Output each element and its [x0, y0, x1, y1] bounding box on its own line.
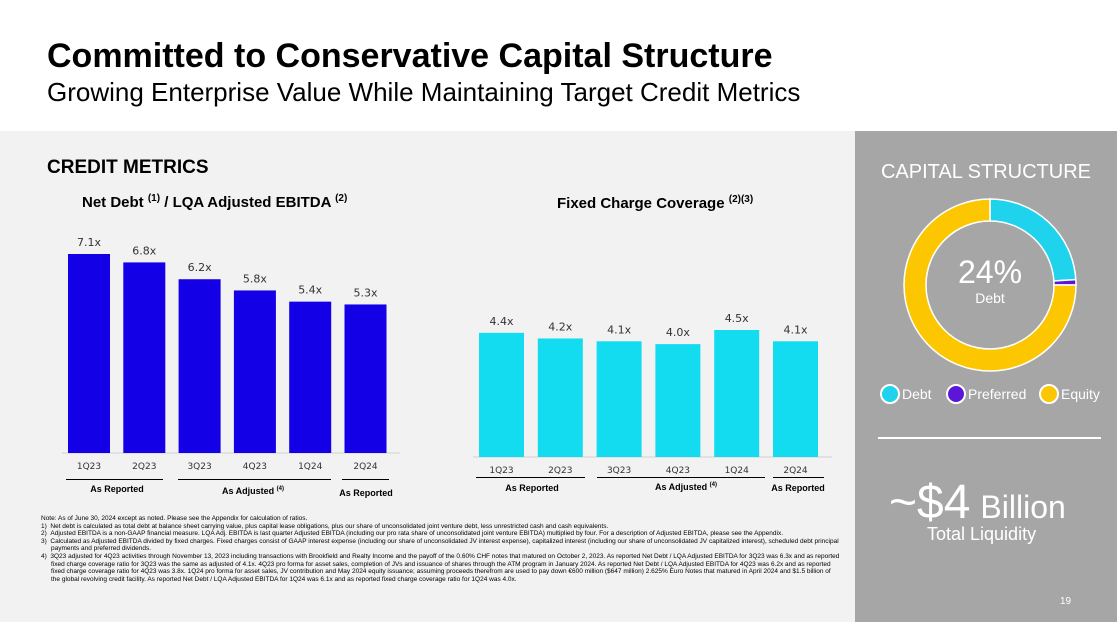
- fcc-title-text: Fixed Charge Coverage: [557, 195, 729, 212]
- legend-label: Equity: [1061, 386, 1100, 402]
- data-label: 5.3x: [353, 286, 377, 299]
- group-underline: [178, 479, 331, 480]
- group-underline: [773, 477, 824, 478]
- liquidity-amount: ~$4 Billion: [889, 475, 1066, 530]
- group-label-as-reported: As Reported: [90, 484, 144, 494]
- tick-label: 1Q23: [489, 466, 513, 476]
- bar: [714, 330, 760, 457]
- tick-label: 1Q24: [298, 462, 323, 472]
- data-label: 6.2x: [188, 261, 212, 274]
- page-subtitle: Growing Enterprise Value While Maintaini…: [47, 77, 801, 107]
- footnote-2-3: (2)(3): [728, 194, 754, 205]
- bar: [68, 254, 110, 453]
- liquidity-value: ~$4: [889, 476, 971, 529]
- note-line: 4) 3Q23 adjusted for 4Q23 activities thr…: [41, 552, 840, 583]
- data-label: 6.8x: [132, 244, 156, 257]
- net-debt-title-text: Net Debt: [82, 194, 148, 211]
- net-debt-chart-title: Net Debt (1) / LQA Adjusted EBITDA (2): [82, 193, 347, 211]
- tick-label: 3Q23: [607, 466, 631, 476]
- as-adjusted-text: As Adjusted: [654, 482, 710, 492]
- debt-swatch: [880, 384, 900, 404]
- note-line: Note: As of June 30, 2024 except as note…: [41, 515, 308, 522]
- net-debt-title-mid: / LQA Adjusted EBITDA: [160, 194, 336, 211]
- fcc-chart-title: Fixed Charge Coverage (2)(3): [557, 194, 753, 212]
- bar: [655, 344, 701, 457]
- group-underline: [66, 479, 163, 480]
- capital-structure-title: CAPITAL STRUCTURE: [880, 161, 1092, 183]
- data-label: 4.5x: [725, 312, 749, 325]
- capital-structure-donut: 24%Debt: [903, 198, 1077, 372]
- group-underline: [476, 477, 585, 478]
- page-title: Committed to Conservative Capital Struct…: [47, 37, 773, 75]
- data-label: 4.4x: [489, 315, 513, 328]
- data-label: 4.1x: [607, 323, 631, 336]
- tick-label: 1Q23: [77, 462, 101, 472]
- footnote-4: (4): [709, 482, 718, 488]
- group-label-as-reported: As Reported: [339, 488, 393, 498]
- donut-slice-equity: [903, 198, 1077, 372]
- group-label-as-reported: As Reported: [505, 483, 559, 493]
- tick-label: 1Q24: [725, 466, 750, 476]
- divider: [878, 437, 1101, 439]
- bar: [344, 304, 387, 453]
- footnote-2: (2): [335, 193, 348, 204]
- legend-item-preferred: Preferred: [946, 384, 1026, 404]
- liquidity-label: Total Liquidity: [927, 524, 1037, 544]
- credit-metrics-title: CREDIT METRICS: [47, 157, 209, 178]
- data-label: 5.4x: [298, 284, 322, 297]
- liquidity-unit: Billion: [980, 489, 1066, 525]
- bar: [773, 341, 818, 457]
- page-number: 19: [1060, 596, 1072, 607]
- bar: [289, 301, 332, 453]
- tick-label: 3Q23: [187, 462, 211, 472]
- as-adjusted-text: As Adjusted: [221, 486, 277, 496]
- tick-label: 2Q24: [783, 466, 808, 476]
- data-label: 4.2x: [548, 320, 572, 333]
- legend-label: Preferred: [968, 386, 1027, 402]
- footnote-4: (4): [276, 486, 285, 492]
- data-label: 4.1x: [783, 323, 807, 336]
- bar: [596, 341, 642, 457]
- legend-item-equity: Equity: [1039, 384, 1100, 404]
- bar: [123, 262, 166, 453]
- tick-label: 2Q24: [353, 462, 378, 472]
- bar: [479, 332, 524, 457]
- tick-label: 4Q23: [666, 466, 690, 476]
- donut-center-value: 24%: [958, 254, 1022, 290]
- group-underline: [342, 479, 389, 480]
- data-label: 5.8x: [243, 272, 267, 285]
- data-label: 4.0x: [666, 326, 690, 339]
- tick-label: 2Q23: [132, 462, 156, 472]
- note-line: 2) Adjusted EBITDA is a non-GAAP financi…: [41, 530, 783, 538]
- bar: [537, 338, 583, 457]
- group-underline: [597, 477, 765, 478]
- tick-label: 2Q23: [548, 466, 572, 476]
- equity-swatch: [1039, 384, 1059, 404]
- group-label-as-adjusted: As Adjusted (4): [655, 482, 717, 492]
- note-line: 3) Calculated as Adjusted EBITDA divided…: [41, 537, 839, 553]
- legend-item-debt: Debt: [880, 384, 932, 404]
- bar: [178, 279, 221, 453]
- donut-center-label: Debt: [975, 290, 1005, 306]
- legend-label: Debt: [902, 386, 932, 402]
- donut-slice-preferred: [1053, 278, 1077, 286]
- preferred-swatch: [946, 384, 966, 404]
- footnote-1: (1): [147, 193, 161, 204]
- footnotes: Note: As of June 30, 2024 except as note…: [41, 515, 841, 583]
- bar: [233, 290, 276, 453]
- group-label-as-reported: As Reported: [771, 483, 825, 493]
- data-label: 7.1x: [77, 236, 101, 249]
- group-label-as-adjusted: As Adjusted (4): [222, 486, 284, 496]
- tick-label: 4Q23: [243, 462, 267, 472]
- note-line: 1) Net debt is calculated as total debt …: [41, 522, 609, 530]
